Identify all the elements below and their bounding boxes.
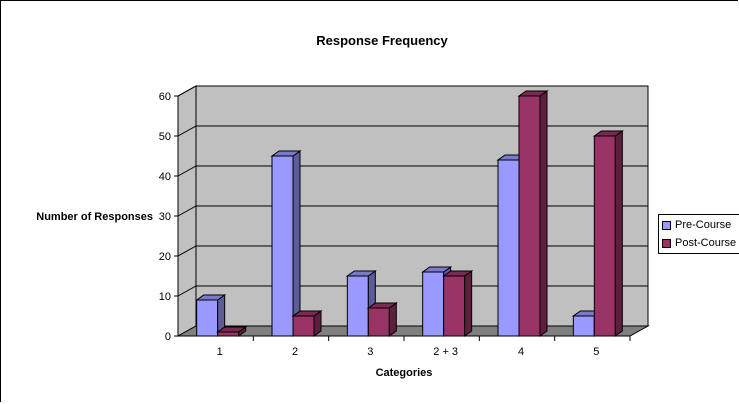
bar-post-course-5	[517, 90, 549, 337]
legend-item-post-course: Post-Course	[662, 236, 736, 250]
gridline	[177, 165, 648, 177]
y-tick-label: 0	[165, 331, 171, 343]
x-tick-label: 2	[292, 346, 298, 358]
gridline	[177, 285, 648, 297]
gridline	[177, 245, 648, 257]
y-tick-label: 60	[159, 91, 171, 103]
legend-label-pre-course: Pre-Course	[675, 219, 732, 231]
y-tick-label: 30	[159, 211, 171, 223]
bar-post-course-1	[216, 326, 248, 337]
chart-title: Response Frequency	[316, 33, 448, 48]
bar-post-course-3	[366, 302, 398, 337]
y-axis-title: Number of Responses	[36, 211, 153, 223]
legend-swatch-pre-course	[662, 220, 671, 230]
bar-post-course-2	[291, 310, 323, 337]
plot-area: 0 10 20 30 40 50 60 1 2 3 2 + 3 4 5	[159, 85, 650, 358]
gridline	[177, 125, 648, 137]
x-tick-label: 1	[217, 346, 223, 358]
x-axis-title: Categories	[376, 367, 433, 379]
legend: Pre-Course Post-Course	[658, 214, 739, 254]
gridline	[177, 205, 648, 217]
x-tick-label: 3	[367, 346, 373, 358]
x-tick-label: 5	[593, 346, 599, 358]
y-tick-label: 40	[159, 171, 171, 183]
y-tick-label: 10	[159, 291, 171, 303]
legend-label-post-course: Post-Course	[675, 237, 737, 249]
x-tick-label: 2 + 3	[433, 346, 458, 358]
bar-post-course-6	[592, 130, 624, 337]
bar-post-course-4	[442, 270, 474, 337]
bar-pre-course-1	[195, 294, 227, 337]
legend-item-pre-course: Pre-Course	[662, 218, 731, 232]
gridline	[177, 85, 648, 97]
x-tick-label: 4	[518, 346, 524, 358]
legend-swatch-post-course	[662, 238, 671, 248]
bar-pre-course-2	[270, 150, 302, 337]
y-tick-label: 20	[159, 251, 171, 263]
y-tick-label: 50	[159, 131, 171, 143]
